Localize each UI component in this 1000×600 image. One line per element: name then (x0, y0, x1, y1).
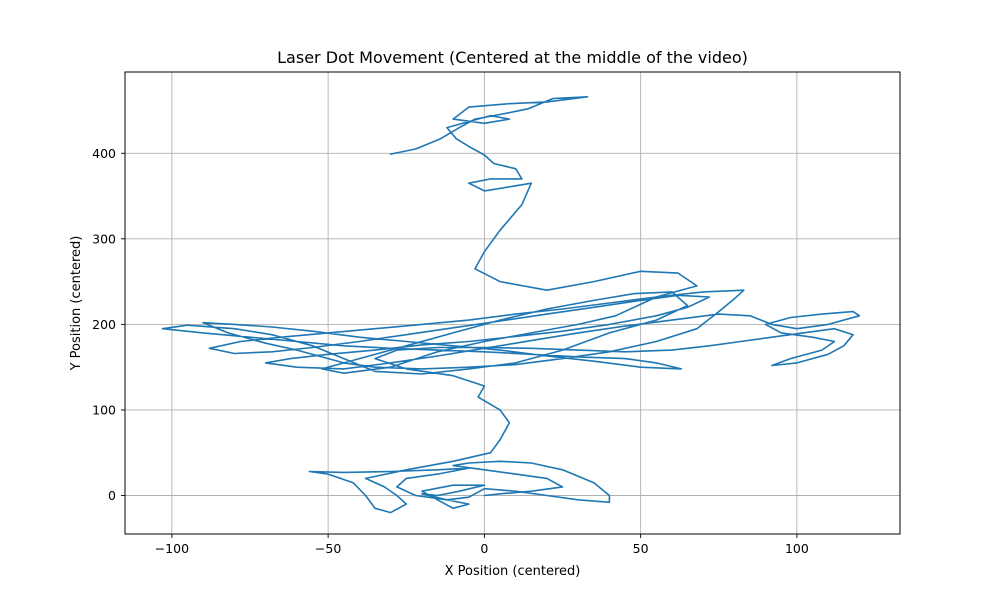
y-axis-label: Y Position (centered) (69, 236, 84, 372)
plot-frame (124, 71, 901, 535)
x-tick-label: 0 (480, 541, 488, 556)
y-tick-label: 400 (92, 146, 116, 161)
y-tick-label: 200 (92, 317, 116, 332)
axis-ticks: −100 −50 0 50 100 0 100 200 300 400 (92, 146, 809, 556)
x-tick-label: −50 (315, 541, 341, 556)
y-tick-label: 300 (92, 231, 116, 246)
x-tick-label: 50 (633, 541, 649, 556)
x-tick-label: −100 (155, 541, 189, 556)
chart-title: Laser Dot Movement (Centered at the midd… (277, 48, 748, 67)
grid (125, 72, 900, 534)
x-tick-label: 100 (785, 541, 809, 556)
series-layer (161, 96, 861, 514)
x-axis-label: X Position (centered) (445, 564, 581, 579)
series-line (161, 96, 861, 514)
y-tick-label: 0 (108, 488, 116, 503)
y-tick-label: 100 (92, 402, 116, 417)
